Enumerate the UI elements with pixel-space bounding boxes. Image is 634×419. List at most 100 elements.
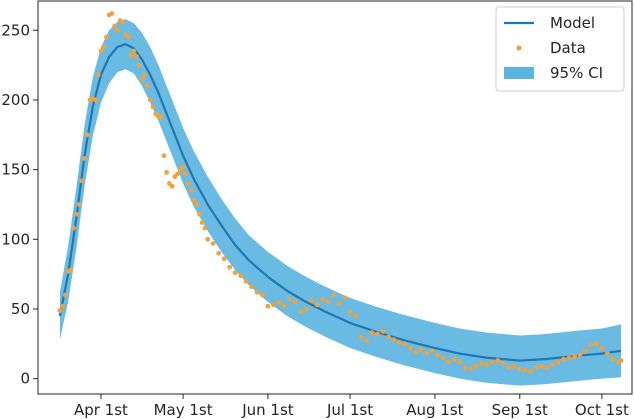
data-point	[287, 296, 293, 302]
data-point	[131, 48, 137, 54]
data-point	[583, 348, 588, 354]
data-point	[221, 256, 227, 262]
data-point	[325, 299, 331, 305]
data-point	[588, 342, 594, 348]
ci-band	[59, 19, 622, 386]
data-point	[194, 202, 200, 207]
y-tick-label: 100	[1, 230, 30, 248]
data-point	[202, 225, 208, 231]
data-point	[484, 362, 490, 368]
data-point	[134, 54, 139, 60]
data-point	[112, 23, 118, 29]
data-point	[271, 302, 276, 308]
data-point	[309, 298, 315, 304]
data-point	[260, 292, 265, 298]
x-tick-label: Jun 1st	[241, 401, 294, 419]
data-point	[369, 330, 375, 336]
x-axis: Apr 1st May 1st Jun 1st Jul 1st Aug 1st Sep 1…	[74, 394, 629, 419]
y-tick-label: 200	[1, 91, 30, 109]
data-point	[281, 303, 287, 309]
x-tick-label: Oct 1st	[575, 401, 629, 419]
data-point	[385, 334, 391, 340]
data-point	[68, 267, 74, 273]
data-point	[500, 360, 506, 366]
data-point	[533, 365, 539, 370]
data-point	[73, 211, 79, 217]
data-point	[610, 356, 616, 362]
data-point	[618, 358, 624, 363]
data-point	[104, 34, 109, 40]
data-point	[440, 355, 446, 361]
data-point	[84, 132, 90, 138]
data-point	[561, 356, 566, 362]
y-tick-label: 0	[20, 370, 30, 388]
data-point	[522, 367, 528, 373]
data-point	[320, 296, 326, 302]
legend-label: Data	[550, 39, 586, 57]
data-point	[446, 359, 451, 365]
data-point	[161, 153, 167, 159]
data-point	[479, 360, 484, 366]
data-point	[594, 341, 599, 347]
data-point	[303, 306, 309, 312]
data-point	[506, 365, 512, 370]
data-point	[375, 331, 380, 337]
data-point	[136, 62, 142, 68]
data-point	[572, 353, 577, 359]
data-point	[276, 299, 282, 305]
data-point	[147, 97, 153, 103]
data-point	[139, 76, 145, 82]
data-point	[342, 295, 347, 301]
data-point	[429, 348, 435, 354]
data-point	[142, 72, 148, 78]
data-point	[292, 299, 298, 305]
data-point	[150, 104, 156, 110]
model-line-layer	[58, 43, 622, 362]
data-point	[180, 164, 186, 170]
data-point	[566, 355, 572, 361]
x-tick-label: Aug 1st	[406, 401, 463, 419]
data-point	[199, 220, 205, 225]
data-point	[358, 334, 364, 340]
data-point	[265, 303, 271, 309]
data-point	[391, 337, 397, 343]
data-point	[227, 264, 233, 270]
data-point	[191, 197, 197, 203]
data-point	[125, 34, 131, 40]
data-point	[413, 349, 419, 355]
data-point	[238, 273, 243, 278]
model-line	[58, 43, 622, 362]
y-tick-label: 150	[1, 161, 30, 179]
data-point	[435, 352, 441, 358]
data-points-layer	[57, 11, 624, 375]
data-point	[60, 303, 66, 309]
data-point	[468, 366, 473, 372]
data-point	[457, 359, 462, 365]
data-point	[57, 307, 63, 313]
plot-frame	[37, 0, 633, 395]
data-point	[314, 302, 320, 308]
data-point	[82, 156, 87, 161]
x-tick-label: Apr 1st	[74, 401, 128, 419]
data-point	[254, 289, 260, 295]
y-tick-label: 50	[11, 300, 30, 318]
data-point	[550, 362, 556, 368]
data-point	[490, 359, 495, 365]
data-point	[418, 347, 424, 352]
data-point	[249, 284, 254, 290]
data-point	[145, 83, 150, 89]
data-point	[577, 352, 583, 358]
data-point	[473, 363, 479, 369]
data-point	[79, 178, 85, 184]
legend-ci-handle	[504, 67, 534, 79]
data-point	[114, 27, 120, 33]
data-point	[197, 211, 202, 217]
y-tick-label: 250	[1, 21, 30, 39]
data-point	[331, 292, 337, 298]
data-point	[407, 345, 413, 351]
x-tick-label: Jul 1st	[326, 401, 373, 419]
data-point	[243, 278, 249, 284]
data-point	[175, 171, 181, 177]
data-point	[599, 345, 605, 351]
ci-band-layer	[59, 19, 622, 386]
